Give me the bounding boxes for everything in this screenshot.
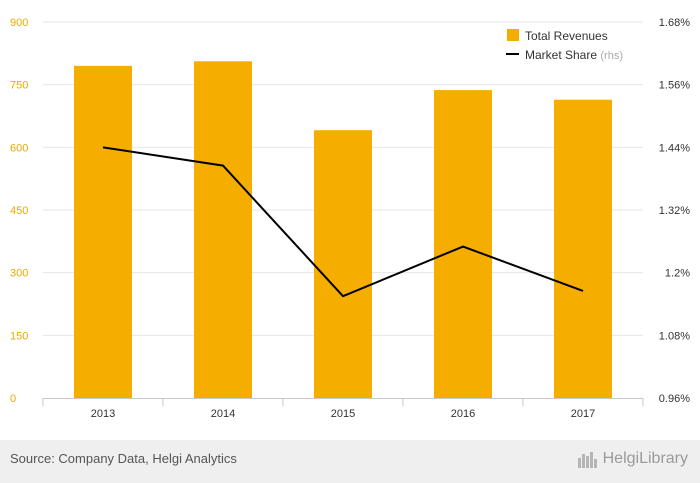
bar — [434, 90, 492, 398]
x-tick-label: 2016 — [451, 408, 475, 420]
chart: 0 150 300 450 600 750 900 0.96% 1.08% 1.2% 1.32% 1… — [10, 17, 690, 420]
right-tick-label: 1.44% — [659, 142, 690, 154]
right-tick-label: 1.2% — [665, 268, 690, 280]
left-tick-label: 450 — [10, 205, 28, 217]
legend-label-market-share: Market Share (rhs) — [525, 48, 623, 62]
bar — [554, 99, 612, 398]
right-tick-label: 1.56% — [659, 80, 690, 92]
x-tick-label: 2015 — [331, 408, 355, 420]
left-tick-label: 900 — [10, 17, 28, 29]
x-axis: 2013 2014 2015 2016 2017 — [42, 398, 644, 420]
x-tick-label: 2014 — [211, 408, 235, 420]
left-tick-label: 300 — [10, 268, 28, 280]
x-tick-label: 2013 — [91, 408, 115, 420]
market-share-line — [102, 146, 584, 298]
library-icon — [577, 452, 597, 468]
right-tick-label: 1.08% — [659, 330, 690, 342]
legend-label-total-revenues: Total Revenues — [525, 29, 608, 43]
right-tick-label: 1.32% — [659, 205, 690, 217]
right-tick-label: 0.96% — [659, 393, 690, 405]
line-series — [102, 146, 584, 298]
left-tick-label: 150 — [10, 330, 28, 342]
left-tick-label: 0 — [10, 393, 16, 405]
footer: Source: Company Data, Helgi Analytics He… — [0, 440, 700, 483]
bar-series — [74, 61, 612, 398]
brand-logo: HelgiLibrary — [577, 449, 688, 469]
legend: Total Revenues Market Share (rhs) — [506, 29, 623, 62]
left-axis: 0 150 300 450 600 750 900 — [10, 17, 28, 405]
legend-rhs-note: (rhs) — [600, 50, 623, 62]
brand-text: HelgiLibrary — [602, 450, 688, 467]
x-tick-label: 2017 — [571, 408, 595, 420]
right-axis: 0.96% 1.08% 1.2% 1.32% 1.44% 1.56% 1.68% — [659, 17, 690, 405]
left-tick-label: 600 — [10, 142, 28, 154]
left-tick-label: 750 — [10, 80, 28, 92]
bar — [194, 61, 252, 398]
bar — [74, 65, 132, 398]
bar — [314, 130, 372, 398]
legend-swatch-bar — [507, 29, 519, 41]
right-tick-label: 1.68% — [659, 17, 690, 29]
source-text: Source: Company Data, Helgi Analytics — [10, 451, 237, 466]
